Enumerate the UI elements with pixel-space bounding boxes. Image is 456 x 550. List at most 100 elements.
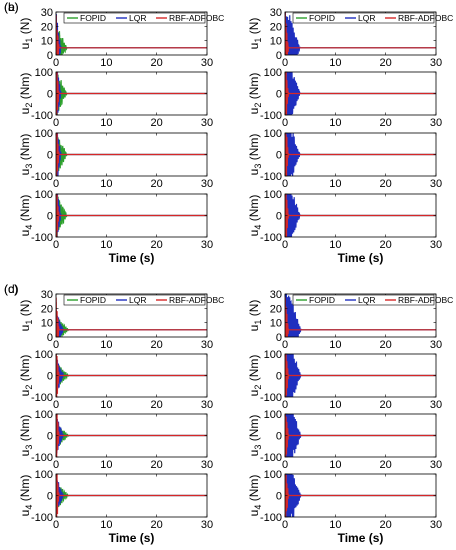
y-tick-label: 0 — [276, 431, 282, 443]
y-axis-label: u3 (Nm) — [18, 415, 34, 457]
series-line-rbf-adfobc — [56, 133, 207, 176]
x-tick-label: 0 — [53, 399, 59, 411]
x-tick-label: 10 — [329, 239, 341, 251]
x-tick-label: 20 — [151, 117, 163, 129]
legend-label-rbf-adfobc: RBF-ADFOBC — [398, 13, 453, 23]
series-line-lqr — [285, 474, 436, 517]
plot-area — [285, 354, 436, 397]
panel-label: (c) — [4, 282, 18, 296]
y-tick-label: -100 — [260, 171, 282, 183]
series-line-fopid — [56, 133, 207, 176]
legend-label-rbf-adfobc: RBF-ADFOBC — [398, 295, 453, 305]
y-tick-label: 0 — [47, 150, 53, 162]
legend-label-fopid: FOPID — [309, 13, 335, 23]
series-line-rbf-adfobc — [56, 194, 207, 237]
y-tick-label: 0 — [47, 332, 53, 344]
series-line-fopid — [56, 481, 207, 509]
y-tick-label: -100 — [260, 232, 282, 244]
legend-label-lqr: LQR — [358, 13, 375, 23]
y-axis-label: u1 (N) — [18, 18, 34, 50]
y-tick-label: 0 — [47, 89, 53, 101]
y-axis-label: u1 (N) — [18, 300, 34, 332]
x-tick-label: 10 — [329, 178, 341, 190]
y-axis-label: u2 (Nm) — [247, 355, 263, 397]
y-tick-label: 0 — [276, 332, 282, 344]
x-tick-label: 0 — [53, 117, 59, 129]
series-line-lqr — [285, 194, 436, 237]
y-axis-label: u3 (Nm) — [247, 134, 263, 176]
x-tick-label: 20 — [380, 459, 392, 471]
y-axis-label: u4 (Nm) — [247, 475, 263, 517]
x-tick-label: 30 — [201, 239, 213, 251]
series-line-rbf-adfobc — [56, 15, 207, 55]
x-tick-label: 30 — [430, 399, 442, 411]
plot-area — [56, 14, 207, 55]
y-axis-label: u3 (Nm) — [247, 415, 263, 457]
plot-area — [285, 194, 436, 237]
y-axis-label: u2 (Nm) — [247, 73, 263, 115]
x-tick-label: 30 — [201, 178, 213, 190]
y-tick-label: -100 — [260, 452, 282, 464]
legend: FOPID LQR RBF-ADFOBC — [292, 12, 453, 24]
y-tick-label: 0 — [47, 50, 53, 62]
y-tick-label: 0 — [276, 491, 282, 503]
x-tick-label: 30 — [430, 519, 442, 531]
plot-area — [56, 354, 207, 397]
series-line-fopid — [285, 354, 436, 397]
y-tick-label: -100 — [31, 452, 53, 464]
plot-area — [285, 72, 436, 115]
x-tick-label: 0 — [282, 459, 288, 471]
y-tick-label: -100 — [31, 171, 53, 183]
y-tick-label: 100 — [264, 128, 282, 140]
plot-area — [56, 133, 207, 176]
legend-label-rbf-adfobc: RBF-ADFOBC — [169, 13, 224, 23]
legend-label-lqr: LQR — [129, 295, 146, 305]
y-tick-label: 100 — [264, 409, 282, 421]
y-axis-label: u1 (N) — [247, 18, 263, 50]
x-tick-label: 20 — [380, 178, 392, 190]
y-axis-label: u4 (Nm) — [18, 195, 34, 237]
x-tick-label: 0 — [53, 57, 59, 69]
x-tick-label: 10 — [100, 459, 112, 471]
x-tick-label: 10 — [100, 399, 112, 411]
x-tick-label: 20 — [151, 178, 163, 190]
y-tick-label: 10 — [270, 36, 282, 48]
legend: FOPID LQR RBF-ADFOBC — [292, 294, 453, 306]
x-tick-label: 30 — [430, 239, 442, 251]
x-tick-label: 10 — [100, 519, 112, 531]
series-line-fopid — [56, 195, 207, 237]
panel-label: (b) — [4, 0, 19, 14]
legend: FOPID LQR RBF-ADFOBC — [63, 294, 224, 306]
axes-frame — [284, 11, 437, 56]
series-line-rbf-adfobc — [285, 12, 436, 55]
y-tick-label: -100 — [31, 512, 53, 524]
plot-area — [285, 133, 436, 176]
y-tick-label: 10 — [41, 318, 53, 330]
y-tick-label: 100 — [35, 469, 53, 481]
x-tick-label: 30 — [201, 339, 213, 351]
series-line-rbf-adfobc — [56, 354, 207, 397]
x-tick-label: 20 — [380, 339, 392, 351]
x-axis-label: Time (s) — [109, 251, 155, 265]
y-tick-label: 100 — [35, 67, 53, 79]
plot-area — [56, 414, 207, 457]
x-tick-label: 10 — [100, 178, 112, 190]
x-tick-label: 0 — [53, 178, 59, 190]
x-tick-label: 20 — [151, 239, 163, 251]
legend: FOPID LQR RBF-ADFOBC — [63, 12, 224, 24]
x-axis-label: Time (s) — [338, 251, 384, 265]
series-line-rbf-adfobc — [285, 297, 436, 337]
y-axis-label: u2 (Nm) — [18, 73, 34, 115]
